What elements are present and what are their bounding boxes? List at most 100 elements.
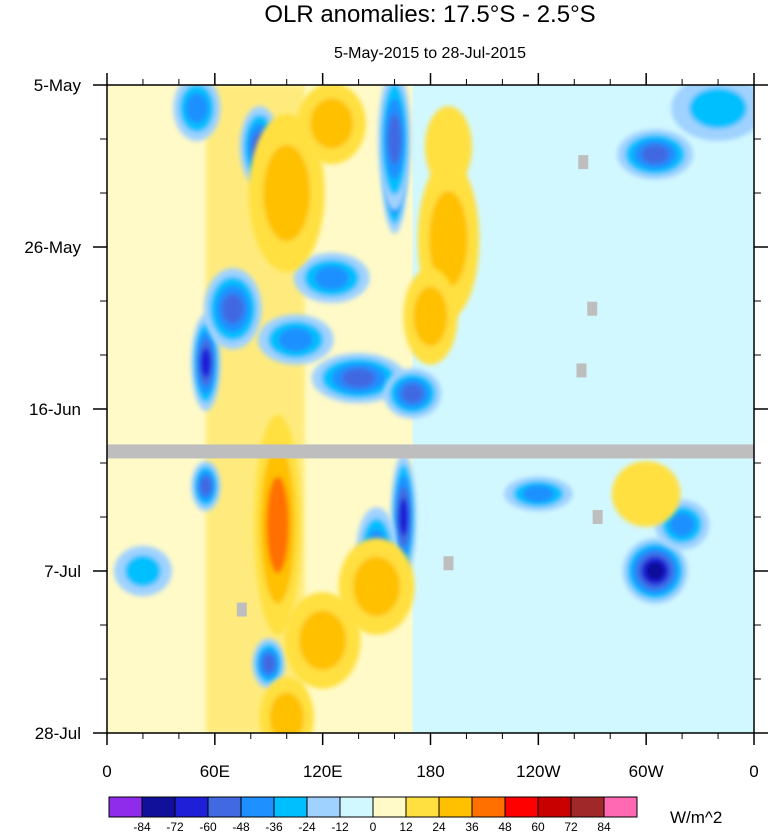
anomaly-feature bbox=[311, 353, 406, 404]
colorbar-level-label: -24 bbox=[298, 820, 316, 834]
anomaly-feature bbox=[191, 461, 221, 512]
anomaly-feature bbox=[611, 461, 681, 527]
anomaly-feature bbox=[671, 85, 754, 141]
y-tick-label: 28-Jul bbox=[35, 724, 81, 743]
anomaly-contour bbox=[401, 383, 424, 404]
anomaly-contour bbox=[646, 561, 665, 581]
colorbar-level-label: 84 bbox=[597, 820, 611, 834]
colorbar-swatch bbox=[603, 796, 638, 818]
anomaly-feature bbox=[191, 314, 221, 411]
colorbar-level-label: -60 bbox=[199, 820, 217, 834]
anomaly-feature bbox=[259, 677, 314, 733]
anomaly-feature bbox=[257, 314, 334, 365]
x-tick-label: 0 bbox=[102, 762, 111, 781]
missing-data-patch bbox=[576, 363, 587, 378]
colorbar-swatch bbox=[339, 796, 374, 818]
anomaly-feature bbox=[424, 106, 473, 188]
y-tick-label: 5-May bbox=[34, 76, 82, 95]
anomaly-contour bbox=[185, 92, 209, 124]
anomaly-contour bbox=[221, 293, 244, 324]
anomaly-feature bbox=[383, 368, 442, 419]
colorbar-level-label: -12 bbox=[331, 820, 349, 834]
anomaly-contour bbox=[429, 191, 468, 288]
x-tick-label: 0 bbox=[749, 762, 758, 781]
colorbar-level-label: 48 bbox=[498, 820, 512, 834]
missing-data-patch bbox=[578, 155, 589, 170]
anomaly-contour bbox=[424, 106, 473, 188]
colorbar-level-label: 12 bbox=[399, 820, 413, 834]
anomaly-contour bbox=[641, 144, 670, 165]
colorbar-swatch bbox=[207, 796, 242, 818]
anomaly-contour bbox=[669, 512, 695, 537]
colorbar-level-label: 72 bbox=[564, 820, 578, 834]
missing-data-patch bbox=[587, 301, 598, 316]
y-tick-label: 7-Jul bbox=[44, 562, 81, 581]
colorbar-swatch bbox=[108, 796, 143, 818]
anomaly-feature bbox=[248, 113, 325, 273]
colorbar-swatch bbox=[471, 796, 506, 818]
colorbar-swatch bbox=[141, 796, 176, 818]
missing-data-patch bbox=[443, 556, 454, 571]
anomaly-feature bbox=[338, 538, 415, 635]
anomaly-contour bbox=[522, 485, 555, 503]
colorbar-level-label: -84 bbox=[133, 820, 151, 834]
x-tick-label: 60W bbox=[629, 762, 664, 781]
x-tick-label: 120W bbox=[516, 762, 560, 781]
colorbar-swatch bbox=[570, 796, 605, 818]
anomaly-contour bbox=[413, 286, 448, 347]
anomaly-contour bbox=[387, 113, 402, 165]
anomaly-feature bbox=[403, 268, 458, 365]
anomaly-feature bbox=[284, 592, 361, 689]
anomaly-contour bbox=[278, 327, 314, 352]
anomaly-contour bbox=[299, 610, 347, 671]
anomaly-contour bbox=[199, 476, 213, 496]
anomaly-contour bbox=[261, 653, 276, 674]
y-tick-label: 26-May bbox=[24, 238, 81, 257]
chart-subtitle: 5-May-2015 to 28-Jul-2015 bbox=[334, 45, 526, 62]
anomaly-contour bbox=[200, 348, 212, 378]
anomaly-feature bbox=[378, 85, 411, 211]
anomaly-feature bbox=[173, 85, 221, 141]
x-tick-label: 180 bbox=[416, 762, 444, 781]
anomaly-feature bbox=[293, 252, 370, 303]
colorbar-level-label: 36 bbox=[465, 820, 479, 834]
colorbar-swatch bbox=[273, 796, 308, 818]
colorbar-swatch bbox=[174, 796, 209, 818]
x-tick-label: 120E bbox=[303, 762, 343, 781]
y-axis-labels: 5-May 26-May 16-Jun 7-Jul 28-Jul bbox=[24, 76, 81, 743]
anomaly-contour bbox=[314, 265, 350, 290]
x-tick-label: 60E bbox=[200, 762, 230, 781]
x-axis-labels: 0 60E 120E 180 120W 60W 0 bbox=[102, 762, 758, 781]
anomaly-feature bbox=[622, 538, 688, 604]
anomaly-contour bbox=[124, 555, 162, 587]
y-tick-label: 16-Jun bbox=[29, 400, 81, 419]
anomaly-feature bbox=[252, 638, 286, 689]
anomaly-feature bbox=[617, 129, 694, 180]
colorbar-swatch bbox=[240, 796, 275, 818]
anomaly-contour bbox=[263, 144, 311, 242]
colorbar-swatch bbox=[405, 796, 440, 818]
colorbar-swatch bbox=[537, 796, 572, 818]
anomaly-feature bbox=[254, 414, 302, 635]
missing-data-band bbox=[107, 444, 754, 459]
colorbar-level-label: -36 bbox=[265, 820, 283, 834]
chart-title: OLR anomalies: 17.5°S - 2.5°S bbox=[264, 1, 595, 28]
colorbar-swatch bbox=[372, 796, 407, 818]
anomaly-contour bbox=[689, 87, 748, 129]
anomaly-contour bbox=[611, 461, 681, 527]
y-axis-ticks bbox=[93, 84, 768, 734]
colorbar-swatch bbox=[306, 796, 341, 818]
missing-data-patch bbox=[592, 510, 603, 524]
anomaly-contour bbox=[353, 556, 401, 617]
colorbar-level-label: -48 bbox=[232, 820, 250, 834]
anomaly-contour bbox=[341, 368, 376, 388]
colorbar: -84 -72 -60 -48 -36 -24 -12 0 12 24 36 48 60 72 84 bbox=[108, 796, 638, 834]
anomaly-contour bbox=[310, 98, 354, 149]
colorbar-level-label: -72 bbox=[166, 820, 184, 834]
x-axis-ticks bbox=[106, 73, 755, 745]
anomaly-feature bbox=[113, 545, 172, 597]
colorbar-swatch bbox=[438, 796, 473, 818]
missing-data-patch bbox=[236, 602, 247, 617]
colorbar-level-label: 0 bbox=[370, 820, 377, 834]
